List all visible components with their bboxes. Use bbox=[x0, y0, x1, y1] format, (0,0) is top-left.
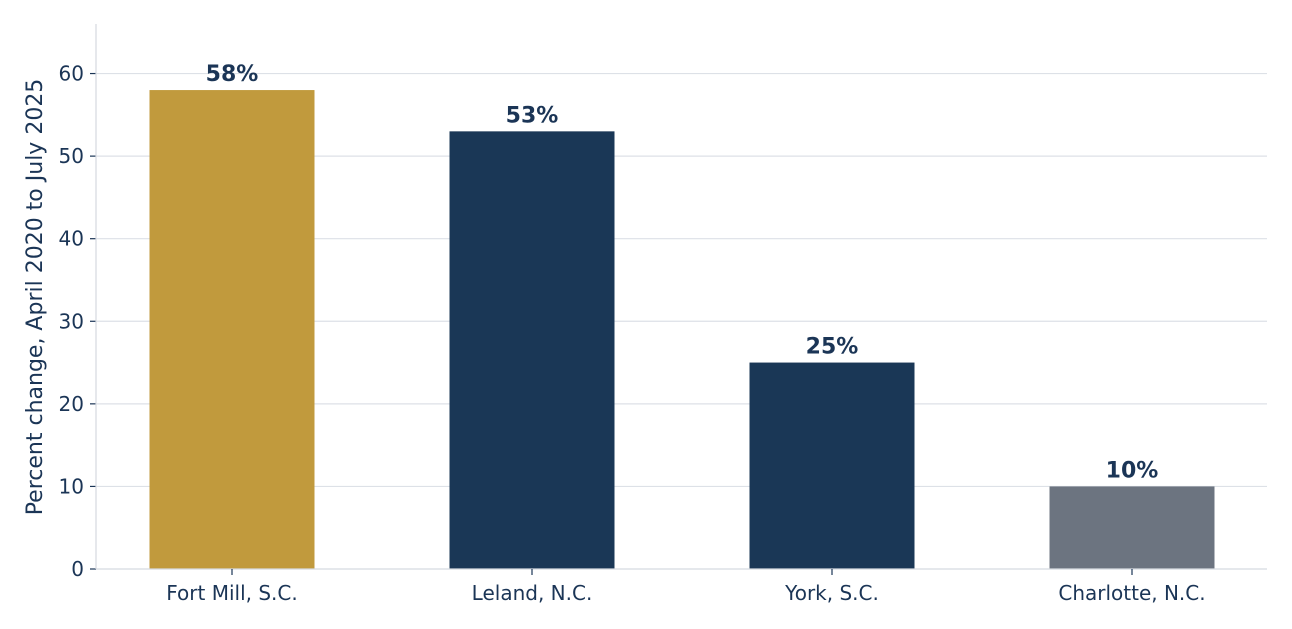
y-tick-label-50: 50 bbox=[59, 144, 84, 168]
data-label-3: 10% bbox=[1106, 458, 1159, 483]
bar-0 bbox=[149, 90, 315, 569]
y-axis-title: Percent change, April 2020 to July 2025 bbox=[23, 79, 48, 516]
axes: 0 10 20 30 40 50 60 Fort Mill, S.C. Leland, N.C.… bbox=[59, 24, 1267, 605]
y-tick-label-60: 60 bbox=[59, 62, 84, 86]
bar-1 bbox=[449, 131, 615, 569]
x-tick-label-0: Fort Mill, S.C. bbox=[166, 581, 297, 605]
data-label-0: 58% bbox=[206, 62, 259, 87]
data-labels: 58% 53% 25% 10% bbox=[206, 62, 1159, 483]
data-label-1: 53% bbox=[506, 103, 559, 128]
bars bbox=[149, 90, 1215, 569]
bar-3 bbox=[1049, 486, 1215, 569]
y-tick-label-20: 20 bbox=[59, 392, 84, 416]
y-tick-label-40: 40 bbox=[59, 227, 84, 251]
x-tick-label-3: Charlotte, N.C. bbox=[1058, 581, 1205, 605]
bar-2 bbox=[749, 362, 915, 569]
y-tick-label-0: 0 bbox=[71, 557, 84, 581]
x-tick-label-1: Leland, N.C. bbox=[472, 581, 593, 605]
x-tick-label-2: York, S.C. bbox=[784, 581, 879, 605]
data-label-2: 25% bbox=[806, 335, 859, 360]
y-tick-label-30: 30 bbox=[59, 309, 84, 333]
y-tick-label-10: 10 bbox=[59, 474, 84, 498]
